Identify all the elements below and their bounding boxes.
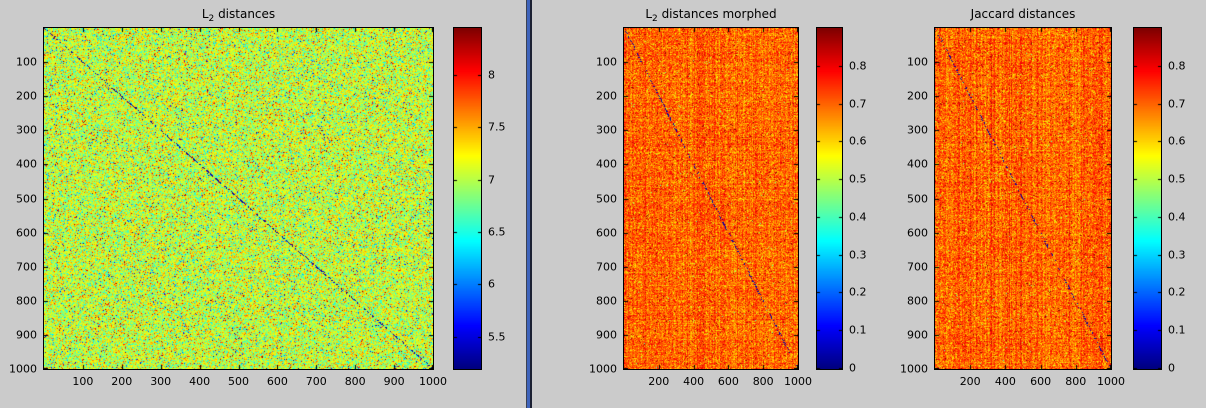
pane-divider (526, 0, 532, 408)
heatmap-image (935, 28, 1111, 369)
x-tick-label: 500 (228, 375, 249, 388)
x-tick-label: 800 (752, 375, 774, 388)
y-tick-label: 200 (907, 89, 928, 103)
x-tick-label: 800 (1065, 375, 1087, 388)
y-tick-label: 1000 (900, 362, 928, 376)
y-tick-label: 500 (596, 192, 617, 205)
y-tick-label: 300 (16, 123, 37, 137)
y-tick-label: 400 (907, 157, 928, 171)
heatmap-panel-jaccard-distances: Jaccard distances 200 400 600 800 1000 100 20… (900, 7, 1125, 388)
colorbar-tick-label: 7.5 (488, 120, 506, 134)
x-tick-label: 400 (189, 375, 211, 388)
x-tick-label: 200 (648, 375, 670, 388)
y-tick-label: 1000 (589, 362, 617, 376)
x-tick-label: 300 (150, 375, 172, 388)
x-tick-label: 1000 (1097, 375, 1125, 388)
y-tick-label: 100 (907, 55, 928, 69)
y-tick-label: 900 (16, 328, 37, 342)
colorbar-tick-label: 0.7 (849, 97, 867, 111)
colorbar-tick-label: 0.4 (1168, 210, 1186, 224)
colorbar-l2-distances: 5.5 6 6.5 7 7.5 8 (453, 27, 506, 370)
colorbar-tick-label: 0 (1168, 361, 1175, 375)
y-tick-label: 300 (596, 123, 617, 137)
x-tick-label: 200 (959, 375, 981, 388)
colorbar-l2-distances-morphed: 0 0.1 0.2 0.3 0.4 0.5 0.6 0.7 0.8 (816, 27, 867, 375)
y-tick-label: 900 (907, 328, 928, 342)
y-tick-label: 100 (596, 55, 617, 69)
x-tick-label: 400 (683, 375, 705, 388)
plot-title: L2 distances (201, 7, 276, 24)
heatmap-panel-l2-distances: L2 distances 100 200 300 400 500 600 700 800 900… (9, 7, 447, 388)
x-tick-label: 200 (111, 375, 133, 388)
colorbar-tick-label: 0.8 (1168, 59, 1186, 73)
heatmap-image (624, 28, 798, 369)
colorbar-tick-label: 0.5 (849, 172, 867, 186)
y-tick-label: 800 (16, 294, 37, 308)
colorbar-tick-label: 0.2 (849, 285, 867, 299)
y-tick-label: 500 (16, 192, 37, 205)
x-tick-label: 600 (266, 375, 288, 388)
y-tick-label: 600 (596, 226, 617, 240)
x-tick-label: 800 (344, 375, 366, 388)
heatmap-panel-l2-distances-morphed: L2 distances morphed 200 400 600 800 1000 10… (589, 7, 812, 388)
x-tick-label: 1000 (419, 375, 447, 388)
colorbar-tick-label: 0 (849, 361, 856, 375)
y-tick-label: 600 (907, 226, 928, 240)
y-tick-label: 500 (907, 192, 928, 205)
colorbar-gradient (1134, 28, 1161, 369)
colorbar-tick-label: 6.5 (488, 225, 506, 239)
y-tick-label: 800 (907, 294, 928, 308)
colorbar-jaccard-distances: 0 0.1 0.2 0.3 0.4 0.5 0.6 0.7 0.8 (1133, 27, 1186, 375)
y-tick-label: 900 (596, 328, 617, 342)
plot-title: L2 distances morphed (645, 7, 777, 24)
y-tick-label: 700 (16, 260, 37, 274)
colorbar-tick-label: 0.7 (1168, 97, 1186, 111)
plot-title: Jaccard distances (970, 7, 1076, 21)
y-tick-label: 200 (596, 89, 617, 103)
x-tick-label: 600 (717, 375, 739, 388)
colorbar-tick-label: 0.3 (1168, 248, 1186, 262)
y-tick-label: 300 (907, 123, 928, 137)
x-tick-label: 600 (1030, 375, 1052, 388)
colorbar-tick-label: 0.6 (1168, 134, 1186, 148)
heatmap-image (44, 28, 433, 369)
colorbar-tick-label: 0.6 (849, 134, 867, 148)
colorbar-tick-label: 8 (488, 68, 495, 82)
colorbar-tick-label: 0.5 (1168, 172, 1186, 186)
x-tick-label: 900 (383, 375, 405, 388)
x-tick-label: 400 (994, 375, 1016, 388)
y-tick-label: 100 (16, 55, 37, 69)
colorbar-tick-label: 0.1 (849, 323, 867, 337)
y-tick-label: 1000 (9, 362, 37, 376)
y-tick-label: 400 (596, 157, 617, 171)
y-tick-label: 200 (16, 89, 37, 103)
y-tick-label: 600 (16, 226, 37, 240)
colorbar-tick-label: 7 (488, 173, 495, 187)
colorbar-tick-label: 5.5 (488, 330, 506, 344)
y-tick-label: 400 (16, 157, 37, 171)
x-tick-label: 100 (72, 375, 94, 388)
y-tick-label: 700 (907, 260, 928, 274)
y-tick-label: 700 (596, 260, 617, 274)
colorbar-tick-label: 0.3 (849, 248, 867, 262)
colorbar-gradient (454, 28, 481, 369)
x-tick-label: 700 (305, 375, 327, 388)
colorbar-tick-label: 0.8 (849, 59, 867, 73)
colorbar-gradient (817, 28, 842, 369)
y-tick-label: 800 (596, 294, 617, 308)
x-tick-label: 1000 (784, 375, 812, 388)
colorbar-tick-label: 6 (488, 277, 495, 291)
colorbar-tick-label: 0.1 (1168, 323, 1186, 337)
colorbar-tick-label: 0.4 (849, 210, 867, 224)
colorbar-tick-label: 0.2 (1168, 285, 1186, 299)
